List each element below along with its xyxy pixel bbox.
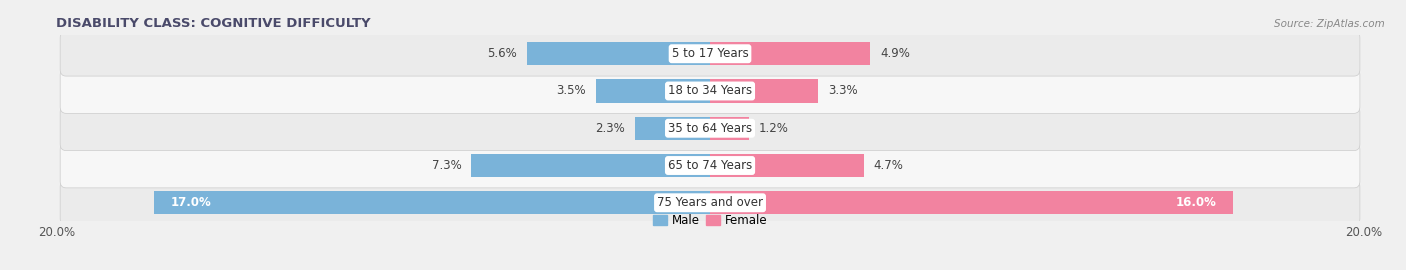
Bar (710, 154, 863, 177)
Text: 75 Years and over: 75 Years and over (657, 196, 763, 209)
Text: 7.3%: 7.3% (432, 159, 461, 172)
FancyBboxPatch shape (60, 180, 1360, 225)
Text: 35 to 64 Years: 35 to 64 Years (668, 122, 752, 135)
Text: Source: ZipAtlas.com: Source: ZipAtlas.com (1274, 19, 1385, 29)
Text: 65 to 74 Years: 65 to 74 Years (668, 159, 752, 172)
Text: 3.5%: 3.5% (557, 85, 586, 97)
Bar (710, 117, 749, 140)
FancyBboxPatch shape (60, 106, 1360, 151)
Bar (155, 191, 710, 214)
Text: 16.0%: 16.0% (1175, 196, 1216, 209)
Text: 4.7%: 4.7% (873, 159, 903, 172)
Bar (710, 191, 1233, 214)
Text: 2.3%: 2.3% (595, 122, 626, 135)
FancyBboxPatch shape (60, 143, 1360, 188)
FancyBboxPatch shape (60, 69, 1360, 113)
Text: 18 to 34 Years: 18 to 34 Years (668, 85, 752, 97)
Bar (636, 117, 710, 140)
Text: 5.6%: 5.6% (488, 47, 517, 60)
Legend: Male, Female: Male, Female (650, 210, 770, 230)
Text: 17.0%: 17.0% (170, 196, 211, 209)
Bar (596, 79, 710, 103)
Bar (527, 42, 710, 65)
Text: 4.9%: 4.9% (880, 47, 910, 60)
Text: 5 to 17 Years: 5 to 17 Years (672, 47, 748, 60)
FancyBboxPatch shape (60, 31, 1360, 76)
Bar (710, 42, 870, 65)
Bar (471, 154, 710, 177)
Text: 3.3%: 3.3% (828, 85, 858, 97)
Bar (710, 79, 818, 103)
Text: 1.2%: 1.2% (759, 122, 789, 135)
Text: DISABILITY CLASS: COGNITIVE DIFFICULTY: DISABILITY CLASS: COGNITIVE DIFFICULTY (56, 17, 371, 30)
